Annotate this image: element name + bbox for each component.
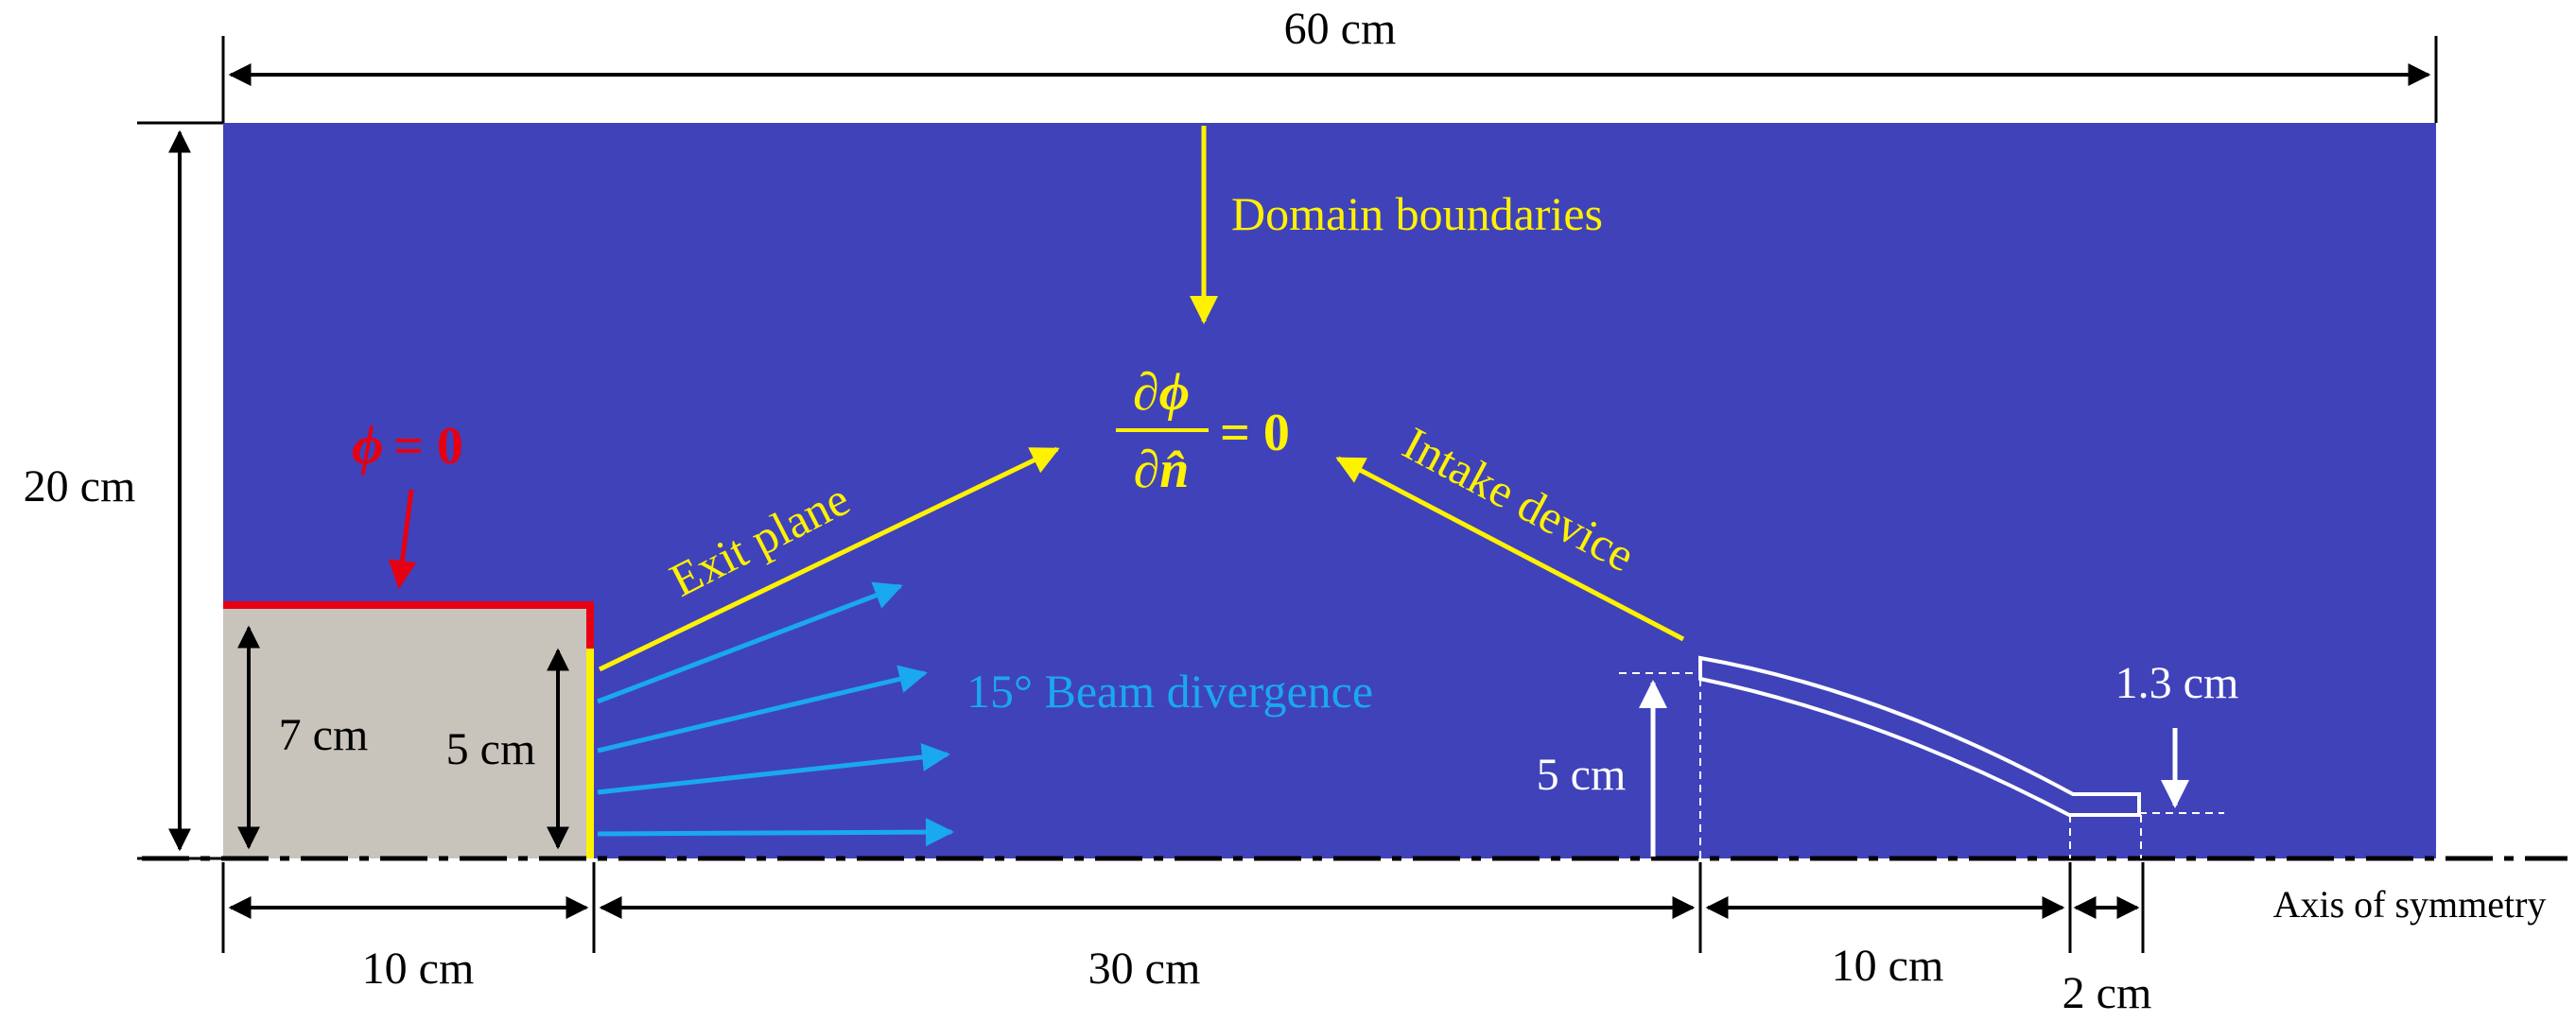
dirichlet-boundary bbox=[223, 601, 594, 649]
beam-arrow-3 bbox=[597, 742, 950, 795]
thruster-length-label: 10 cm bbox=[362, 944, 475, 994]
phi-equals: = 0 bbox=[393, 417, 463, 476]
intake-length-label: 10 cm bbox=[1832, 941, 1944, 991]
intake-device-shape bbox=[1698, 655, 2141, 817]
exit-plane-arrow bbox=[598, 446, 1060, 672]
intake-tail-height-label: 1.3 cm bbox=[2115, 658, 2239, 708]
beam-arrow-1 bbox=[597, 581, 903, 704]
domain-boundaries-label: Domain boundaries bbox=[1231, 187, 1603, 240]
intake-device-arrow bbox=[1335, 456, 1685, 642]
phi-arrow bbox=[388, 489, 417, 589]
beam-divergence-label: 15° Beam divergence bbox=[966, 665, 1373, 718]
gap-length-label: 30 cm bbox=[1088, 944, 1201, 994]
intake-tail-length-label: 2 cm bbox=[2063, 968, 2152, 1018]
beam-arrow-2 bbox=[597, 665, 928, 754]
beam-arrow-4 bbox=[597, 818, 954, 847]
exit-height-label: 5 cm bbox=[446, 724, 536, 774]
thruster-body bbox=[223, 605, 594, 858]
left-height-label: 20 cm bbox=[24, 461, 136, 511]
top-width-label: 60 cm bbox=[1284, 4, 1397, 54]
bc-numerator: ∂ϕ bbox=[1133, 363, 1190, 422]
phi-symbol: ϕ bbox=[352, 414, 384, 476]
axis-of-symmetry-label: Axis of symmetry bbox=[2273, 883, 2547, 926]
intake-height-label: 5 cm bbox=[1537, 750, 1627, 800]
bc-equals: = 0 bbox=[1220, 404, 1290, 462]
bc-denominator: ∂n̂ bbox=[1134, 441, 1190, 499]
thruster-height-label: 7 cm bbox=[279, 710, 369, 760]
